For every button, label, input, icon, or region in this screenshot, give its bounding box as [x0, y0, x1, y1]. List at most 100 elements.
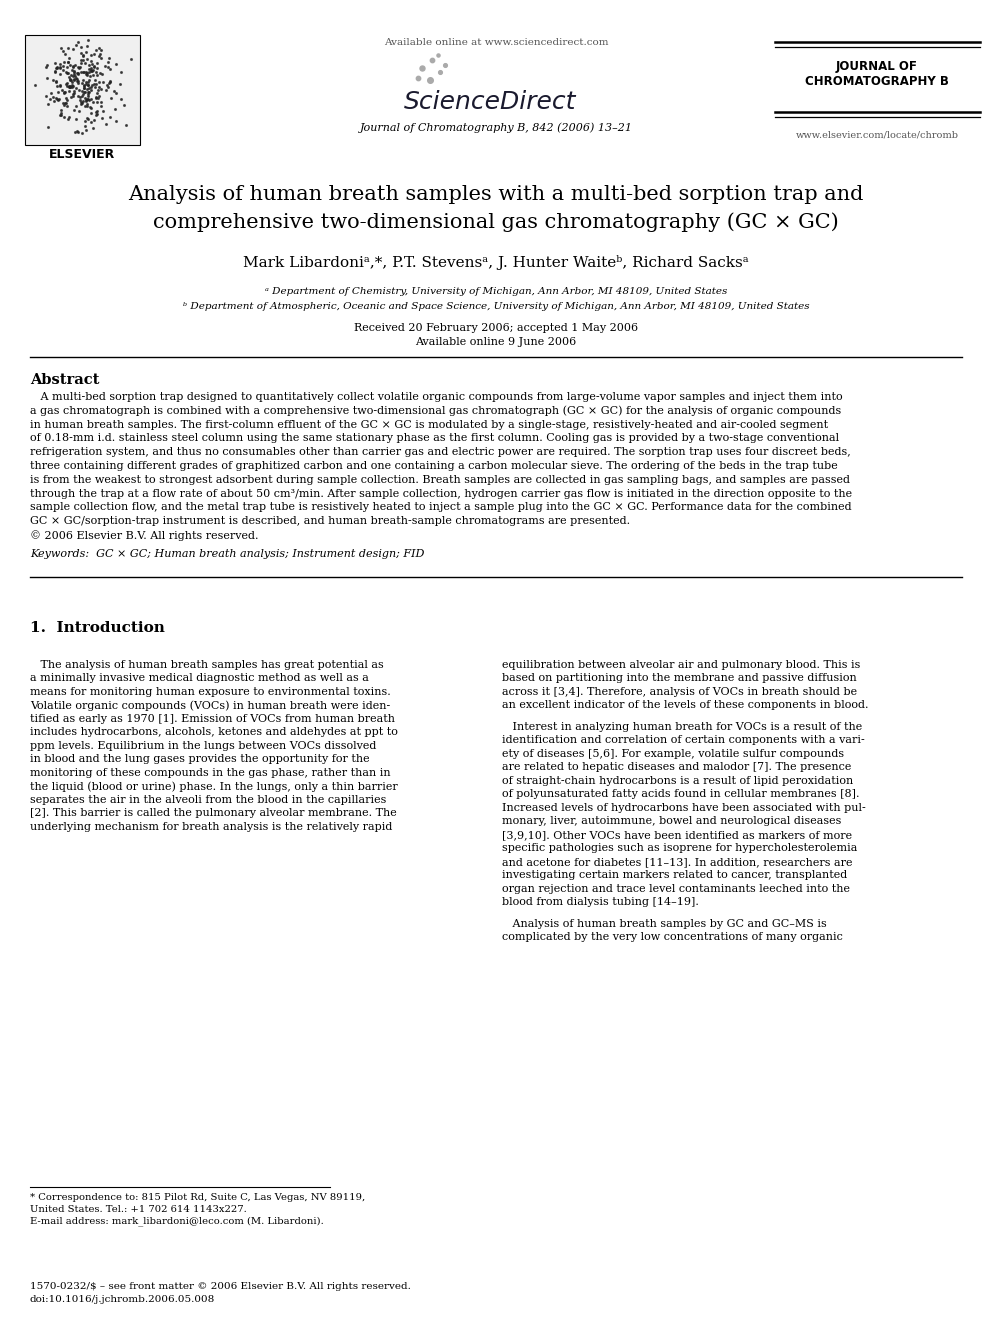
Text: * Correspondence to: 815 Pilot Rd, Suite C, Las Vegas, NV 89119,: * Correspondence to: 815 Pilot Rd, Suite…: [30, 1193, 365, 1203]
Point: [80, 83, 96, 105]
Point: [85, 110, 101, 131]
Point: [79, 62, 95, 83]
Point: [62, 75, 77, 97]
Text: the liquid (blood or urine) phase. In the lungs, only a thin barrier: the liquid (blood or urine) phase. In th…: [30, 781, 398, 791]
Point: [75, 82, 91, 103]
Text: ScienceDirect: ScienceDirect: [404, 90, 576, 114]
Text: [3,9,10]. Other VOCs have been identified as markers of more: [3,9,10]. Other VOCs have been identifie…: [502, 830, 852, 840]
Point: [62, 69, 77, 90]
Point: [43, 89, 59, 110]
Point: [88, 40, 104, 61]
Point: [60, 95, 75, 116]
Point: [78, 73, 94, 94]
Point: [56, 106, 71, 127]
Point: [73, 49, 89, 70]
Point: [75, 74, 91, 95]
Point: [57, 82, 72, 103]
Text: in blood and the lung gases provides the opportunity for the: in blood and the lung gases provides the…: [30, 754, 370, 765]
Text: Available online 9 June 2006: Available online 9 June 2006: [416, 337, 576, 347]
Point: [87, 77, 103, 98]
Point: [81, 78, 97, 99]
Point: [47, 62, 62, 83]
Point: [83, 98, 99, 119]
Point: [72, 42, 88, 64]
Point: [91, 86, 107, 107]
Point: [80, 29, 96, 50]
Point: [93, 64, 109, 85]
Point: [77, 71, 93, 93]
Point: [68, 77, 84, 98]
Point: [91, 77, 107, 98]
Text: tified as early as 1970 [1]. Emission of VOCs from human breath: tified as early as 1970 [1]. Emission of…: [30, 713, 395, 724]
Point: [93, 40, 109, 61]
Text: a minimally invasive medical diagnostic method as well as a: a minimally invasive medical diagnostic …: [30, 673, 369, 683]
Point: [75, 91, 91, 112]
Text: monary, liver, autoimmune, bowel and neurological diseases: monary, liver, autoimmune, bowel and neu…: [502, 816, 841, 827]
Point: [66, 69, 82, 90]
Point: [54, 99, 69, 120]
Point: [84, 61, 100, 82]
Point: [97, 56, 113, 77]
Point: [48, 57, 63, 78]
Point: [83, 57, 99, 78]
Text: E-mail address: mark_libardoni@leco.com (M. Libardoni).: E-mail address: mark_libardoni@leco.com …: [30, 1216, 323, 1226]
Point: [108, 54, 124, 75]
Point: [108, 110, 124, 131]
Point: [54, 102, 69, 123]
Point: [72, 91, 88, 112]
Point: [59, 75, 74, 97]
Point: [80, 61, 96, 82]
Point: [62, 66, 77, 87]
Point: [62, 48, 77, 69]
Point: [113, 62, 129, 83]
Point: [53, 58, 68, 79]
Point: [68, 70, 84, 91]
Point: [52, 53, 67, 74]
Point: [83, 77, 99, 98]
Point: [58, 44, 73, 65]
Point: [78, 90, 94, 111]
Point: [43, 82, 59, 103]
Point: [55, 60, 70, 81]
Point: [77, 53, 93, 74]
Point: [58, 82, 73, 103]
Text: Analysis of human breath samples with a multi-bed sorption trap and: Analysis of human breath samples with a …: [128, 185, 864, 204]
Text: through the trap at a flow rate of about 50 cm³/min. After sample collection, hy: through the trap at a flow rate of about…: [30, 488, 852, 499]
Text: Mark Libardoniᵃ,*, P.T. Stevensᵃ, J. Hunter Waiteᵇ, Richard Sacksᵃ: Mark Libardoniᵃ,*, P.T. Stevensᵃ, J. Hun…: [243, 255, 749, 270]
Point: [74, 71, 90, 93]
Point: [65, 86, 81, 107]
Point: [77, 111, 93, 132]
Point: [91, 62, 107, 83]
Point: [82, 79, 98, 101]
Point: [77, 115, 93, 136]
Point: [76, 77, 92, 98]
Point: [55, 41, 70, 62]
Point: [55, 56, 70, 77]
Text: ety of diseases [5,6]. For example, volatile sulfur compounds: ety of diseases [5,6]. For example, vola…: [502, 749, 844, 759]
Point: [60, 64, 75, 85]
Point: [79, 64, 95, 85]
Point: [47, 90, 62, 111]
Point: [69, 57, 85, 78]
Point: [51, 82, 66, 103]
Text: underlying mechanism for breath analysis is the relatively rapid: underlying mechanism for breath analysis…: [30, 822, 393, 832]
Point: [60, 90, 75, 111]
Text: Interest in analyzing human breath for VOCs is a result of the: Interest in analyzing human breath for V…: [502, 722, 862, 732]
Text: GC × GC/sorption-trap instrument is described, and human breath-sample chromatog: GC × GC/sorption-trap instrument is desc…: [30, 516, 630, 527]
Point: [82, 87, 98, 108]
Point: [45, 87, 61, 108]
Point: [68, 67, 84, 89]
Point: [83, 111, 99, 132]
Point: [79, 81, 95, 102]
Point: [92, 95, 108, 116]
Point: [99, 74, 115, 95]
Point: [72, 57, 88, 78]
Point: [80, 81, 96, 102]
Point: [87, 70, 103, 91]
Point: [97, 112, 113, 134]
Point: [70, 79, 86, 101]
Point: [80, 108, 96, 130]
Point: [39, 56, 55, 77]
Point: [78, 89, 94, 110]
Text: A multi-bed sorption trap designed to quantitatively collect volatile organic co: A multi-bed sorption trap designed to qu…: [30, 392, 842, 402]
